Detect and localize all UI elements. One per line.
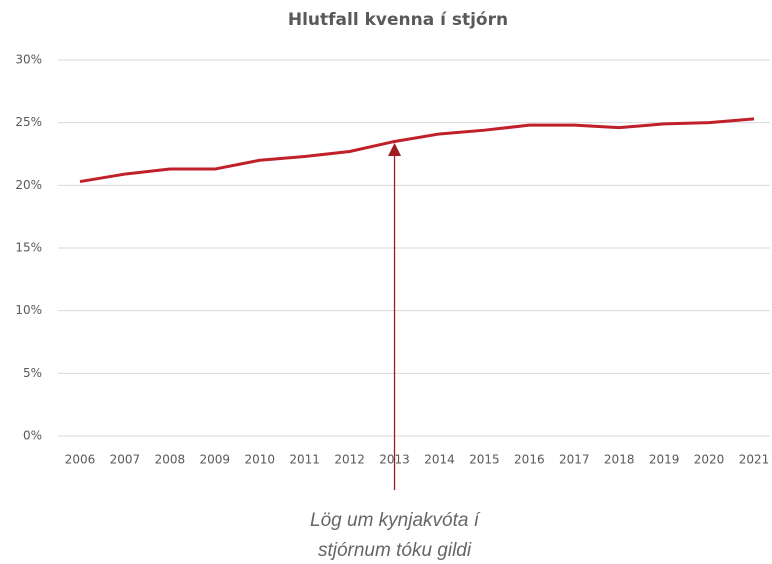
x-tick-label: 2012	[334, 453, 365, 467]
x-tick-label: 2014	[424, 453, 455, 467]
x-tick-label: 2021	[739, 453, 770, 467]
x-tick-label: 2010	[244, 453, 275, 467]
x-tick-label: 2008	[155, 453, 186, 467]
x-tick-label: 2016	[514, 453, 545, 467]
x-tick-label: 2020	[694, 453, 725, 467]
annotation-text: stjórnum tóku gildi	[318, 540, 472, 561]
x-tick-label: 2019	[649, 453, 680, 467]
x-tick-label: 2011	[289, 453, 320, 467]
y-tick-label: 0%	[23, 429, 42, 443]
chart-title: Hlutfall kvenna í stjórn	[288, 10, 508, 30]
y-tick-label: 30%	[15, 53, 42, 67]
y-tick-label: 10%	[15, 303, 42, 317]
annotation-text: Lög um kynjakvóta í	[310, 510, 481, 531]
x-tick-label: 2015	[469, 453, 500, 467]
x-tick-label: 2018	[604, 453, 635, 467]
x-tick-label: 2017	[559, 453, 590, 467]
y-tick-label: 20%	[15, 178, 42, 192]
x-tick-label: 2006	[65, 453, 96, 467]
x-tick-label: 2007	[110, 453, 141, 467]
y-tick-label: 25%	[15, 115, 42, 129]
line	[79, 117, 755, 184]
x-tick-label: 2009	[200, 453, 231, 467]
y-tick-label: 15%	[15, 241, 42, 255]
y-tick-label: 5%	[23, 366, 42, 380]
